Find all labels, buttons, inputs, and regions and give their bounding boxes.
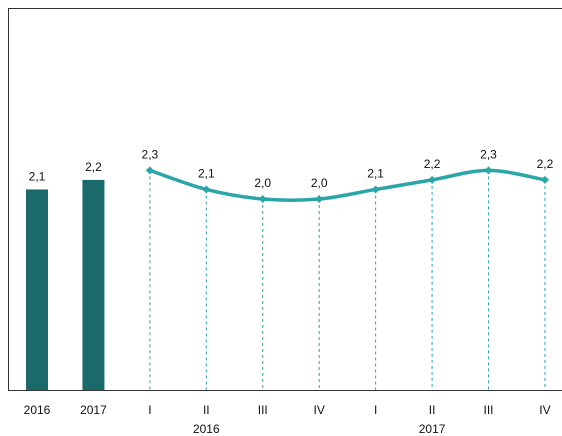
marker [484, 166, 493, 175]
plot-frame [8, 8, 562, 391]
marker [428, 175, 437, 184]
data-label: 2,0 [311, 176, 328, 190]
data-label: 2,0 [254, 176, 271, 190]
x-group-label: 2017 [419, 422, 446, 436]
marker [315, 195, 324, 203]
marker [371, 185, 380, 194]
x-tick-label: III [258, 403, 268, 417]
x-tick-label: I [148, 403, 151, 417]
x-tick-label: II [429, 403, 436, 417]
x-group-label: 2016 [193, 422, 220, 436]
x-tick-label: IV [314, 403, 325, 417]
marker [258, 195, 267, 203]
x-tick-label: I [374, 403, 377, 417]
data-label: 2,2 [424, 157, 441, 171]
bar [26, 189, 48, 390]
x-tick-label: 2016 [24, 403, 51, 417]
data-label: 2,3 [480, 148, 497, 162]
data-label: 2,3 [142, 148, 159, 162]
x-tick-label: II [203, 403, 210, 417]
data-label: 2,1 [367, 167, 384, 181]
x-tick-label: IV [539, 403, 550, 417]
data-label: 2,2 [85, 160, 102, 174]
marker [145, 166, 154, 175]
line [149, 168, 546, 202]
data-label: 2,1 [198, 167, 215, 181]
x-tick-label: 2017 [80, 403, 107, 417]
marker [540, 175, 549, 184]
data-label: 2,1 [29, 170, 46, 184]
data-label: 2,2 [537, 157, 554, 171]
x-tick-label: III [484, 403, 494, 417]
bar [82, 179, 105, 390]
marker [202, 185, 211, 194]
